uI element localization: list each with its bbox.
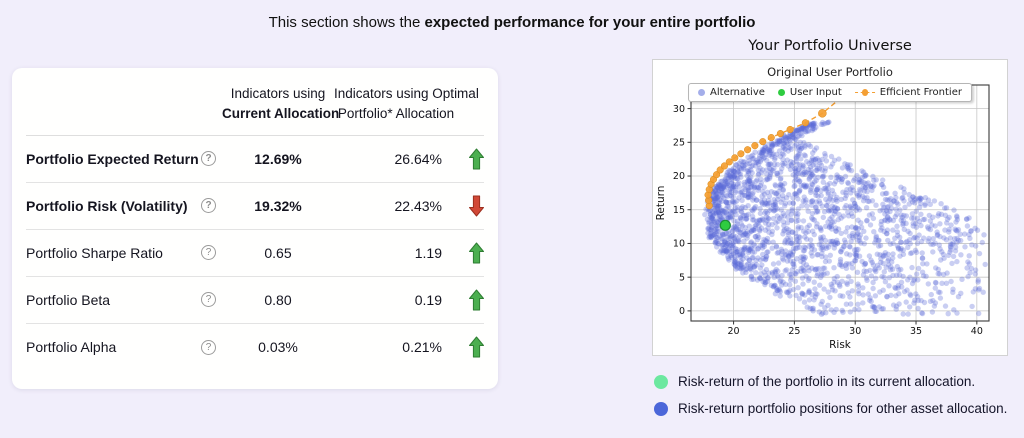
current-value: 12.69%: [254, 150, 302, 167]
efficient-frontier-marker-icon: [854, 89, 875, 96]
table-row-expected-return: Portfolio Expected Return ? 12.69% 26.64…: [26, 136, 484, 183]
row-label: Portfolio Sharpe Ratio: [26, 244, 163, 261]
footnote-text: Risk-return portfolio positions for othe…: [678, 401, 1008, 416]
indicators-card: Indicators using Current Allocation Indi…: [12, 68, 498, 389]
legend-label: Efficient Frontier: [879, 87, 962, 98]
optimal-value: 22.43%: [394, 197, 442, 214]
chart-title: Your Portfolio Universe: [748, 38, 912, 54]
section-title-emphasis: expected performance for your entire por…: [424, 14, 756, 31]
trend-up-arrow-icon: [468, 148, 485, 169]
footnote-text: Risk-return of the portfolio in its curr…: [678, 374, 976, 389]
table-row-risk-volatility: Portfolio Risk (Volatility) ? 19.32% 22.…: [26, 183, 484, 230]
header-current-line2: Current Allocation: [222, 106, 340, 122]
table-row-sharpe-ratio: Portfolio Sharpe Ratio ? 0.65 1.19: [26, 230, 484, 277]
legend-item-efficient-frontier: Efficient Frontier: [854, 87, 962, 98]
optimal-value: 0.19: [414, 291, 442, 308]
table-header: Indicators using Current Allocation Indi…: [26, 68, 484, 136]
alternative-marker-icon: [698, 89, 706, 96]
svg-text:20: 20: [673, 171, 685, 182]
current-value: 0.65: [264, 244, 292, 261]
row-label-cell: Portfolio Expected Return ?: [26, 151, 222, 167]
optimal-value: 0.21%: [402, 339, 442, 355]
svg-text:Return: Return: [655, 186, 667, 221]
chart-subtitle: Original User Portfolio: [767, 65, 893, 79]
help-icon[interactable]: ?: [201, 339, 216, 355]
row-label: Portfolio Alpha: [26, 339, 117, 355]
svg-text:20: 20: [728, 326, 740, 337]
trend-up-arrow-icon: [468, 242, 485, 263]
header-optimal-allocation: Indicators using Optimal Portfolio* Allo…: [334, 84, 479, 125]
row-label: Portfolio Beta: [26, 291, 111, 308]
svg-text:10: 10: [673, 239, 685, 250]
legend-item-user-input: User Input: [777, 87, 842, 98]
svg-text:35: 35: [910, 326, 922, 337]
current-value: 19.32%: [254, 197, 302, 214]
green-dot-icon: [654, 374, 668, 389]
portfolio-universe-chart: Original User Portfolio 20 25 30 35 40 0 5 10 15…: [652, 59, 1008, 356]
chart-footnotes: Risk-return of the portfolio in its curr…: [642, 374, 1018, 416]
header-current-allocation: Indicators using Current Allocation: [222, 84, 340, 125]
blue-dot-icon: [654, 401, 668, 416]
optimal-value: 1.19: [414, 244, 442, 261]
header-optimal-line1: Indicators using Optimal: [334, 86, 479, 101]
row-label: Portfolio Risk (Volatility): [26, 197, 188, 214]
trend-up-arrow-icon: [468, 289, 485, 310]
footnote-other-allocations: Risk-return portfolio positions for othe…: [654, 401, 1018, 416]
section-title: This section shows the expected performa…: [0, 14, 1024, 31]
optimal-value: 26.64%: [394, 150, 442, 167]
trend-up-arrow-icon: [468, 336, 485, 358]
svg-text:30: 30: [849, 326, 861, 337]
legend-label: Alternative: [710, 87, 765, 98]
section-title-prefix: This section shows the: [268, 14, 425, 31]
table-row-beta: Portfolio Beta ? 0.80 0.19: [26, 277, 484, 324]
svg-text:30: 30: [673, 104, 685, 115]
footnote-current-allocation: Risk-return of the portfolio in its curr…: [654, 374, 1018, 389]
svg-text:15: 15: [673, 205, 685, 216]
trend-down-arrow-icon: [468, 195, 485, 216]
help-icon[interactable]: ?: [201, 198, 216, 213]
row-label-cell: Portfolio Alpha ?: [26, 339, 222, 355]
current-value: 0.80: [264, 291, 292, 308]
help-icon[interactable]: ?: [201, 245, 216, 260]
row-label: Portfolio Expected Return: [26, 150, 199, 167]
legend-item-alternative: Alternative: [698, 87, 765, 98]
row-label-cell: Portfolio Risk (Volatility) ?: [26, 198, 222, 214]
user-input-marker-icon: [777, 89, 785, 96]
chart-legend: Alternative User Input Efficient Frontie…: [688, 83, 972, 102]
row-label-cell: Portfolio Beta ?: [26, 292, 222, 308]
help-icon[interactable]: ?: [201, 292, 216, 307]
legend-label: User Input: [789, 87, 842, 98]
portfolio-universe-section: Your Portfolio Universe Original User Po…: [642, 38, 1018, 428]
row-label-cell: Portfolio Sharpe Ratio ?: [26, 245, 222, 261]
svg-text:25: 25: [788, 326, 800, 337]
scatter-plot: 20 25 30 35 40 0 5 10 15 20 25 30 Risk Return: [655, 84, 990, 351]
svg-text:Risk: Risk: [829, 339, 852, 351]
svg-text:25: 25: [673, 138, 685, 149]
current-value: 0.03%: [258, 339, 298, 355]
svg-text:0: 0: [679, 306, 685, 317]
svg-text:5: 5: [679, 272, 685, 283]
svg-text:40: 40: [971, 326, 983, 337]
header-current-line1: Indicators using: [230, 86, 326, 101]
table-row-alpha: Portfolio Alpha ? 0.03% 0.21%: [26, 324, 484, 371]
header-optimal-line2: Portfolio* Allocation: [337, 106, 455, 122]
help-icon[interactable]: ?: [201, 151, 216, 166]
